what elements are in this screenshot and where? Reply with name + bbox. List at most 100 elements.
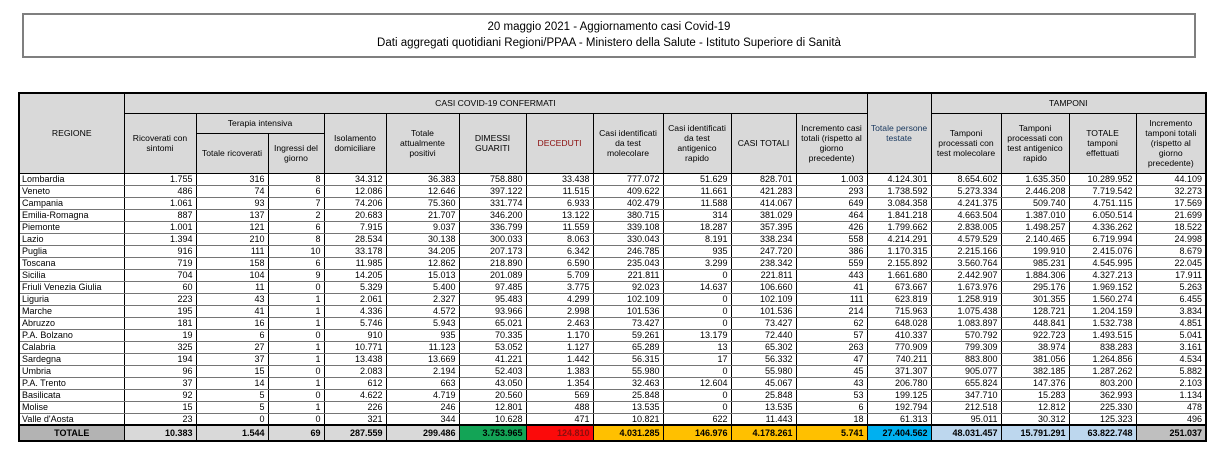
column-header-persone-testate: Totale persone testate (866, 92, 932, 174)
value-cell: 44.109 (1135, 172, 1207, 186)
value-cell: 195 (123, 304, 197, 318)
value-cell: 5.746 (323, 316, 387, 330)
value-cell: 104 (195, 268, 269, 282)
value-cell: 4.622 (323, 388, 387, 402)
value-cell: 740.211 (866, 352, 932, 366)
region-name-cell: Umbria (18, 364, 125, 378)
value-cell: 73.427 (592, 316, 664, 330)
value-cell: 95.483 (458, 292, 527, 306)
region-name-cell: Veneto (18, 184, 125, 198)
value-cell: 612 (323, 376, 387, 390)
value-cell: 93 (195, 196, 269, 210)
value-cell: 6 (195, 328, 269, 342)
total-value-cell: 1.544 (195, 424, 269, 442)
value-cell: 92 (123, 388, 197, 402)
value-cell: 43.050 (458, 376, 527, 390)
total-value-cell: 4.031.285 (592, 424, 664, 442)
table-row: Basilicata 92 5 0 4.622 4.719 20.560 569 25.848 0… (18, 388, 1207, 402)
value-cell: 386 (795, 244, 868, 258)
value-cell: 5 (195, 400, 269, 414)
value-cell: 30.312 (1000, 412, 1070, 426)
value-cell: 4.719 (385, 388, 460, 402)
column-header-isolamento: Isolamento domiciliare (323, 112, 387, 174)
value-cell: 1.264.856 (1068, 352, 1137, 366)
value-cell: 1.383 (525, 364, 594, 378)
total-value-cell: 48.031.457 (930, 424, 1002, 442)
value-cell: 6.719.994 (1068, 232, 1137, 246)
value-cell: 10.289.952 (1068, 172, 1137, 186)
value-cell: 2.442.907 (930, 268, 1002, 282)
value-cell: 0 (267, 412, 325, 426)
value-cell: 0 (662, 364, 732, 378)
value-cell: 15 (123, 400, 197, 414)
value-cell: 799.309 (930, 340, 1002, 354)
value-cell: 410.337 (866, 328, 932, 342)
value-cell: 4.851 (1135, 316, 1207, 330)
table-row: Sicilia 704 104 9 14.205 15.013 201.089 5.709 22… (18, 268, 1207, 282)
value-cell: 1.170.315 (866, 244, 932, 258)
value-cell: 125.323 (1068, 412, 1137, 426)
table-row: Veneto 486 74 6 12.086 12.646 397.122 11.515 409… (18, 184, 1207, 198)
value-cell: 75.360 (385, 196, 460, 210)
value-cell: 346.200 (458, 208, 527, 222)
value-cell: 1.738.592 (866, 184, 932, 198)
value-cell: 569 (525, 388, 594, 402)
value-cell: 12.604 (662, 376, 732, 390)
total-value-cell: 146.976 (662, 424, 732, 442)
value-cell: 13.179 (662, 328, 732, 342)
value-cell: 12.646 (385, 184, 460, 198)
column-header-terapia-totale: Totale ricoverati (195, 132, 269, 174)
value-cell: 56.332 (730, 352, 797, 366)
table-row: Molise 15 5 1 226 246 12.801 488 13.535 0 13.535 6 1… (18, 400, 1207, 414)
value-cell: 226 (323, 400, 387, 414)
value-cell: 443 (795, 268, 868, 282)
column-header-incremento-tamponi: Incremento tamponi totali (rispetto al g… (1135, 112, 1207, 174)
value-cell: 0 (662, 292, 732, 306)
value-cell: 106.660 (730, 280, 797, 294)
value-cell: 1 (267, 376, 325, 390)
value-cell: 2.155.892 (866, 256, 932, 270)
value-cell: 101.536 (592, 304, 664, 318)
value-cell: 1.127 (525, 340, 594, 354)
value-cell: 0 (662, 388, 732, 402)
value-cell: 0 (662, 400, 732, 414)
column-header-incremento-casi: Incremento casi totali (rispetto al gior… (795, 112, 868, 174)
column-header-tamponi-molecolare: Tamponi processati con test molecolare (930, 112, 1002, 174)
value-cell: 1.673.976 (930, 280, 1002, 294)
value-cell: 18 (795, 412, 868, 426)
value-cell: 1.287.262 (1068, 364, 1137, 378)
value-cell: 17.569 (1135, 196, 1207, 210)
value-cell: 1.884.306 (1000, 268, 1070, 282)
value-cell: 37 (195, 352, 269, 366)
value-cell: 4.124.301 (866, 172, 932, 186)
region-name-cell: Liguria (18, 292, 125, 306)
value-cell: 4.545.995 (1068, 256, 1137, 270)
value-cell: 1.661.680 (866, 268, 932, 282)
value-cell: 8.063 (525, 232, 594, 246)
value-cell: 0 (662, 268, 732, 282)
value-cell: 147.376 (1000, 376, 1070, 390)
value-cell: 246.785 (592, 244, 664, 258)
value-cell: 0 (267, 328, 325, 342)
value-cell: 883.800 (930, 352, 1002, 366)
table-row: Campania 1.061 93 7 74.206 75.360 331.774 6.933… (18, 196, 1207, 210)
value-cell: 0 (267, 364, 325, 378)
value-cell: 1 (267, 292, 325, 306)
value-cell: 338.234 (730, 232, 797, 246)
value-cell: 4.214.291 (866, 232, 932, 246)
total-value-cell: 10.383 (123, 424, 197, 442)
value-cell: 1 (267, 316, 325, 330)
value-cell: 381.029 (730, 208, 797, 222)
value-cell: 2 (267, 208, 325, 222)
value-cell: 5.882 (1135, 364, 1207, 378)
value-cell: 4.579.529 (930, 232, 1002, 246)
value-cell: 371.307 (866, 364, 932, 378)
total-value-cell: 124.810 (525, 424, 594, 442)
table-row: Friuli Venezia Giulia 60 11 0 5.329 5.400 97.4… (18, 280, 1207, 294)
value-cell: 559 (795, 256, 868, 270)
value-cell: 8.191 (662, 232, 732, 246)
value-cell: 1.442 (525, 352, 594, 366)
value-cell: 102.109 (730, 292, 797, 306)
value-cell: 74 (195, 184, 269, 198)
region-name-cell: Sardegna (18, 352, 125, 366)
